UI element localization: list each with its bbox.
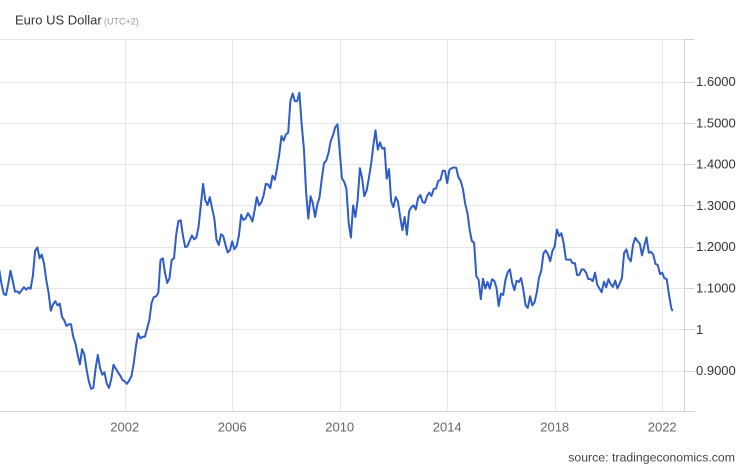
svg-text:2022: 2022 [648,420,677,435]
svg-text:1.2000: 1.2000 [696,239,736,254]
svg-text:0.9000: 0.9000 [696,363,736,378]
svg-text:1.4000: 1.4000 [696,157,736,172]
svg-text:2014: 2014 [433,420,462,435]
svg-text:Euro US Dollar: Euro US Dollar [15,13,102,28]
svg-text:1.5000: 1.5000 [696,115,736,130]
svg-text:1.3000: 1.3000 [696,198,736,213]
svg-text:2002: 2002 [110,420,139,435]
svg-text:1.1000: 1.1000 [696,281,736,296]
svg-text:1: 1 [696,322,703,337]
svg-text:(UTC+2): (UTC+2) [104,17,139,27]
svg-text:2010: 2010 [325,420,354,435]
svg-text:2018: 2018 [540,420,569,435]
svg-text:source: tradingeconomics.com: source: tradingeconomics.com [568,451,735,465]
svg-text:1.6000: 1.6000 [696,74,736,89]
svg-text:2006: 2006 [218,420,247,435]
